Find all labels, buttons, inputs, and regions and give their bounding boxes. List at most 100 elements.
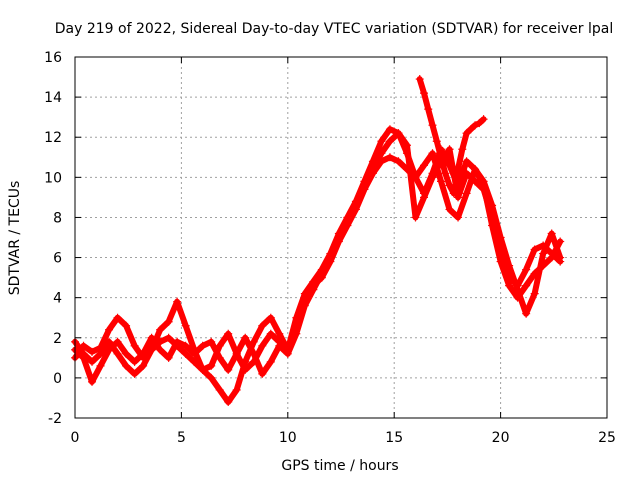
data-point <box>539 249 548 258</box>
data-point <box>258 321 267 330</box>
data-point <box>556 257 565 266</box>
data-point <box>207 361 216 370</box>
data-point <box>530 245 539 254</box>
data-point <box>458 145 467 154</box>
data-point <box>471 177 480 186</box>
data-point <box>275 341 284 350</box>
series-track-b <box>71 149 565 378</box>
data-point <box>454 213 463 222</box>
data-point <box>215 385 224 394</box>
data-point <box>105 337 114 346</box>
data-point <box>173 337 182 346</box>
data-point <box>505 281 514 290</box>
x-axis-label: GPS time / hours <box>281 458 398 474</box>
data-point <box>505 273 514 282</box>
data-point <box>556 237 565 246</box>
data-point <box>394 129 403 138</box>
y-tick-label: 8 <box>53 210 62 226</box>
axis-ticks: 0 5 10 15 20 25 -2 0 2 4 6 8 10 12 14 16 <box>44 50 616 446</box>
data-point <box>522 309 531 318</box>
series-track-d <box>415 75 488 198</box>
data-point <box>462 189 471 198</box>
data-point <box>224 365 233 374</box>
data-point <box>385 125 394 134</box>
data-point <box>547 229 556 238</box>
data-point <box>147 333 156 342</box>
data-point <box>437 153 446 162</box>
data-point <box>96 361 105 370</box>
data-point <box>88 377 97 386</box>
data-point <box>266 313 275 322</box>
data-point <box>462 169 471 178</box>
data-point <box>437 177 446 186</box>
data-point <box>122 349 131 358</box>
data-point <box>522 281 531 290</box>
y-tick-label: 0 <box>53 371 62 387</box>
data-point <box>113 313 122 322</box>
data-point <box>454 165 463 174</box>
data-point <box>539 241 548 250</box>
series-track-c <box>71 129 565 386</box>
data-point <box>88 357 97 366</box>
y-tick-label: 16 <box>44 50 62 66</box>
data-point <box>130 369 139 378</box>
data-point <box>258 369 267 378</box>
data-point <box>113 337 122 346</box>
data-point <box>122 361 131 370</box>
data-point <box>462 129 471 138</box>
data-point <box>466 125 475 134</box>
data-point <box>471 121 480 130</box>
data-point <box>241 365 250 374</box>
data-point <box>432 137 441 146</box>
data-point <box>368 165 377 174</box>
data-point <box>181 349 190 358</box>
data-point <box>207 373 216 382</box>
data-point <box>428 149 437 158</box>
data-point <box>190 349 199 358</box>
data-point <box>419 161 428 170</box>
data-point <box>530 289 539 298</box>
data-layer <box>71 75 565 406</box>
data-point <box>479 185 488 194</box>
y-tick-label: 2 <box>53 331 62 347</box>
y-tick-label: -2 <box>48 411 62 427</box>
data-point <box>402 141 411 150</box>
data-point <box>513 281 522 290</box>
series-band <box>416 76 487 197</box>
data-point <box>122 321 131 330</box>
data-point <box>207 337 216 346</box>
data-point <box>215 341 224 350</box>
data-point <box>309 285 318 294</box>
data-point <box>156 345 165 354</box>
data-point <box>266 357 275 366</box>
data-point <box>326 253 335 262</box>
data-point <box>377 137 386 146</box>
data-point <box>385 153 394 162</box>
data-point <box>428 121 437 130</box>
data-point <box>428 173 437 182</box>
data-point <box>449 189 458 198</box>
y-tick-label: 6 <box>53 251 62 267</box>
data-point <box>445 181 454 190</box>
data-point <box>156 325 165 334</box>
data-point <box>113 349 122 358</box>
data-point <box>317 269 326 278</box>
data-point <box>479 115 488 124</box>
data-point <box>198 365 207 374</box>
data-point <box>130 341 139 350</box>
data-point <box>441 169 450 178</box>
y-axis-label: SDTVAR / TECUs <box>7 181 23 296</box>
data-point <box>454 193 463 202</box>
data-point <box>471 165 480 174</box>
data-point <box>522 265 531 274</box>
data-point <box>496 241 505 250</box>
data-point <box>530 269 539 278</box>
data-point <box>224 329 233 338</box>
data-point <box>105 325 114 334</box>
data-point <box>181 341 190 350</box>
data-point <box>139 361 148 370</box>
data-point <box>360 181 369 190</box>
data-point <box>266 329 275 338</box>
x-tick-label: 25 <box>598 430 616 446</box>
